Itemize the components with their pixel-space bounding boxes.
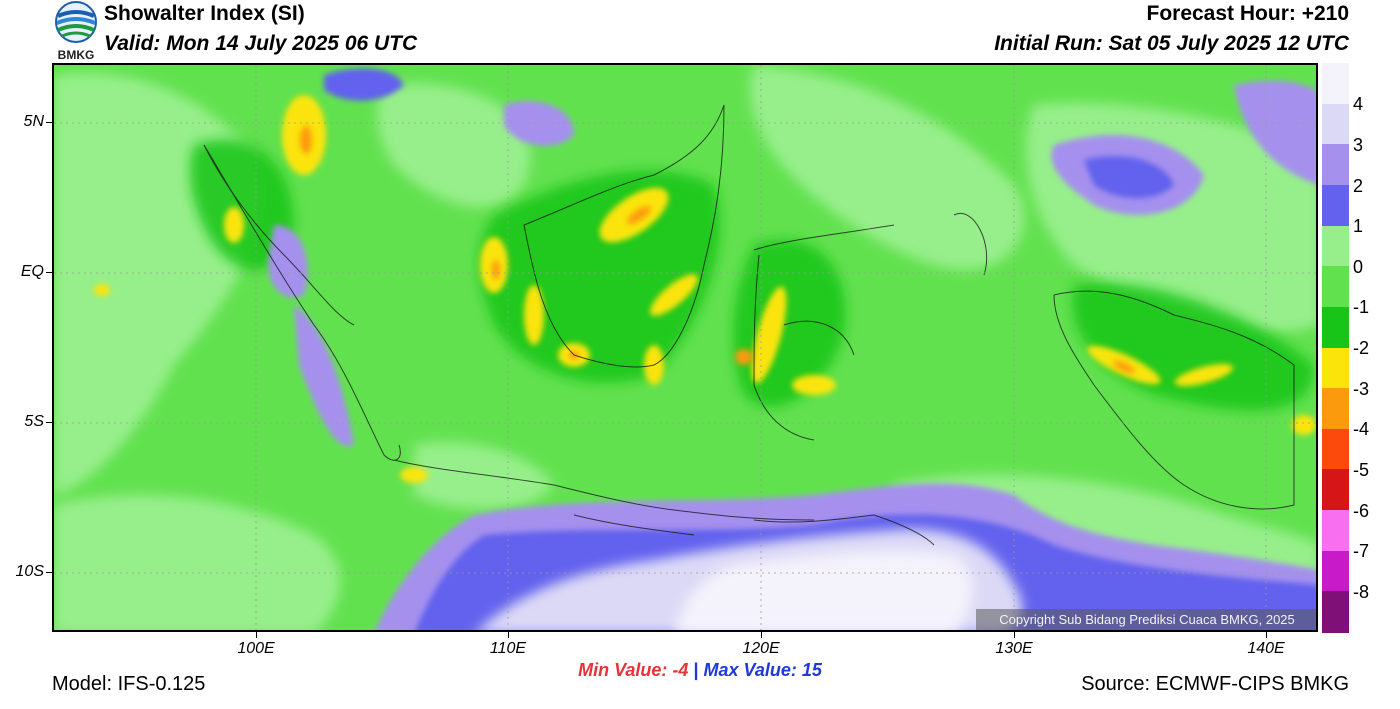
colorbar-label: -1 <box>1353 297 1370 317</box>
bmkg-logo: BMKG <box>52 0 100 62</box>
source-label: Source: ECMWF-CIPS BMKG <box>1081 673 1349 695</box>
min-max-values: Min Value: -4 | Max Value: 15 <box>0 660 1400 681</box>
min-value: Min Value: -4 <box>578 660 689 680</box>
lon-tick <box>1014 632 1015 638</box>
valid-time: Valid: Mon 14 July 2025 06 UTC <box>104 32 418 55</box>
lon-tick <box>256 632 257 638</box>
colorbar-segment <box>1322 591 1349 633</box>
map-title: Showalter Index (SI) <box>104 2 305 25</box>
colorbar-label: -7 <box>1353 541 1370 561</box>
lon-tick <box>508 632 509 638</box>
colorbar-label: -4 <box>1353 419 1370 439</box>
colorbar-segment <box>1322 144 1349 186</box>
colorbar-segment <box>1322 103 1349 145</box>
value-separator: | <box>693 660 699 680</box>
logo-text: BMKG <box>58 48 95 62</box>
lat-tick <box>46 272 52 273</box>
colorbar-segment <box>1322 428 1349 471</box>
si-field <box>54 65 1316 630</box>
lat-tick <box>46 422 52 423</box>
colorbar-label: -6 <box>1353 501 1370 521</box>
forecast-hour: Forecast Hour: +210 <box>1146 2 1350 25</box>
lon-tick <box>1266 632 1267 638</box>
si-colorbar <box>1322 63 1349 633</box>
lon-label-110e: 110E <box>489 640 527 657</box>
lon-label-120e: 120E <box>742 640 780 657</box>
lat-label-5n: 5N <box>23 113 44 130</box>
colorbar-segment <box>1322 347 1349 389</box>
colorbar-label: 1 <box>1353 216 1364 236</box>
lon-label-100e: 100E <box>237 640 275 657</box>
colorbar-label: -8 <box>1353 582 1370 602</box>
colorbar-label: 3 <box>1353 135 1364 155</box>
lon-tick <box>761 632 762 638</box>
lon-label-130e: 130E <box>995 640 1033 657</box>
colorbar-label: 4 <box>1353 94 1364 114</box>
colorbar-segment <box>1322 388 1349 430</box>
colorbar-segment <box>1322 225 1349 267</box>
colorbar-label: -5 <box>1353 460 1370 480</box>
lat-label-10s: 10S <box>15 563 44 580</box>
lat-tick <box>46 572 52 573</box>
colorbar-segment <box>1322 306 1349 349</box>
colorbar-label: -2 <box>1353 338 1370 358</box>
colorbar-segment <box>1322 266 1349 308</box>
model-label: Model: IFS-0.125 <box>52 673 206 695</box>
lat-label-5s: 5S <box>24 413 44 430</box>
colorbar-segment <box>1322 469 1349 511</box>
si-map: Copyright Sub Bidang Prediksi Cuaca BMKG… <box>52 63 1318 632</box>
colorbar-label: 0 <box>1353 257 1364 277</box>
colorbar-segment <box>1322 550 1349 592</box>
colorbar-segment <box>1322 184 1349 227</box>
colorbar-segment <box>1322 510 1349 552</box>
lon-label-140e: 140E <box>1247 640 1285 657</box>
lat-label-eq: EQ <box>20 263 44 280</box>
colorbar-label: -3 <box>1353 379 1370 399</box>
colorbar-segment <box>1322 63 1349 105</box>
initial-run: Initial Run: Sat 05 July 2025 12 UTC <box>994 32 1349 55</box>
colorbar-label: 2 <box>1353 176 1364 196</box>
copyright-notice: Copyright Sub Bidang Prediksi Cuaca BMKG… <box>976 609 1316 630</box>
max-value: Max Value: 15 <box>703 660 822 680</box>
lat-tick <box>46 122 52 123</box>
